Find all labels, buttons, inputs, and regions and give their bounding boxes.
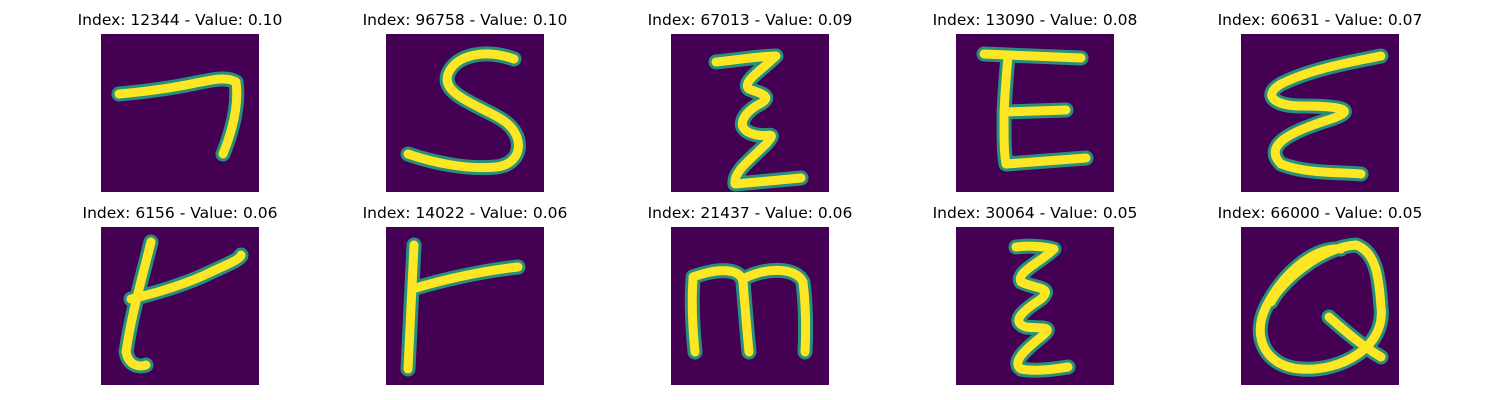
sample-title: Index: 6156 - Value: 0.06	[82, 204, 278, 222]
sample-panel-10: Index: 66000 - Value: 0.05	[1175, 193, 1465, 385]
sample-panel-8: Index: 21437 - Value: 0.06	[605, 193, 895, 385]
glyph-image	[671, 34, 829, 192]
glyph-image	[1241, 34, 1399, 192]
glyph-image	[956, 34, 1114, 192]
sample-title: Index: 66000 - Value: 0.05	[1217, 204, 1423, 222]
sample-title: Index: 60631 - Value: 0.07	[1217, 11, 1423, 29]
sample-title: Index: 96758 - Value: 0.10	[362, 11, 568, 29]
sample-title: Index: 30064 - Value: 0.05	[932, 204, 1138, 222]
glyph-image	[101, 34, 259, 192]
glyph-image	[956, 227, 1114, 385]
sample-title: Index: 14022 - Value: 0.06	[362, 204, 568, 222]
glyph-image	[671, 227, 829, 385]
glyph-image	[386, 34, 544, 192]
glyph-image	[1241, 227, 1399, 385]
sample-title: Index: 13090 - Value: 0.08	[932, 11, 1138, 29]
sample-title: Index: 67013 - Value: 0.09	[647, 11, 853, 29]
sample-panel-4: Index: 13090 - Value: 0.08	[890, 0, 1180, 192]
sample-panel-1: Index: 12344 - Value: 0.10	[35, 0, 325, 192]
sample-panel-2: Index: 96758 - Value: 0.10	[320, 0, 610, 192]
glyph-image	[101, 227, 259, 385]
sample-title: Index: 21437 - Value: 0.06	[647, 204, 853, 222]
sample-panel-7: Index: 14022 - Value: 0.06	[320, 193, 610, 385]
sample-panel-9: Index: 30064 - Value: 0.05	[890, 193, 1180, 385]
sample-title: Index: 12344 - Value: 0.10	[77, 11, 283, 29]
sample-panel-3: Index: 67013 - Value: 0.09	[605, 0, 895, 192]
glyph-image	[386, 227, 544, 385]
sample-panel-6: Index: 6156 - Value: 0.06	[35, 193, 325, 385]
sample-panel-5: Index: 60631 - Value: 0.07	[1175, 0, 1465, 192]
